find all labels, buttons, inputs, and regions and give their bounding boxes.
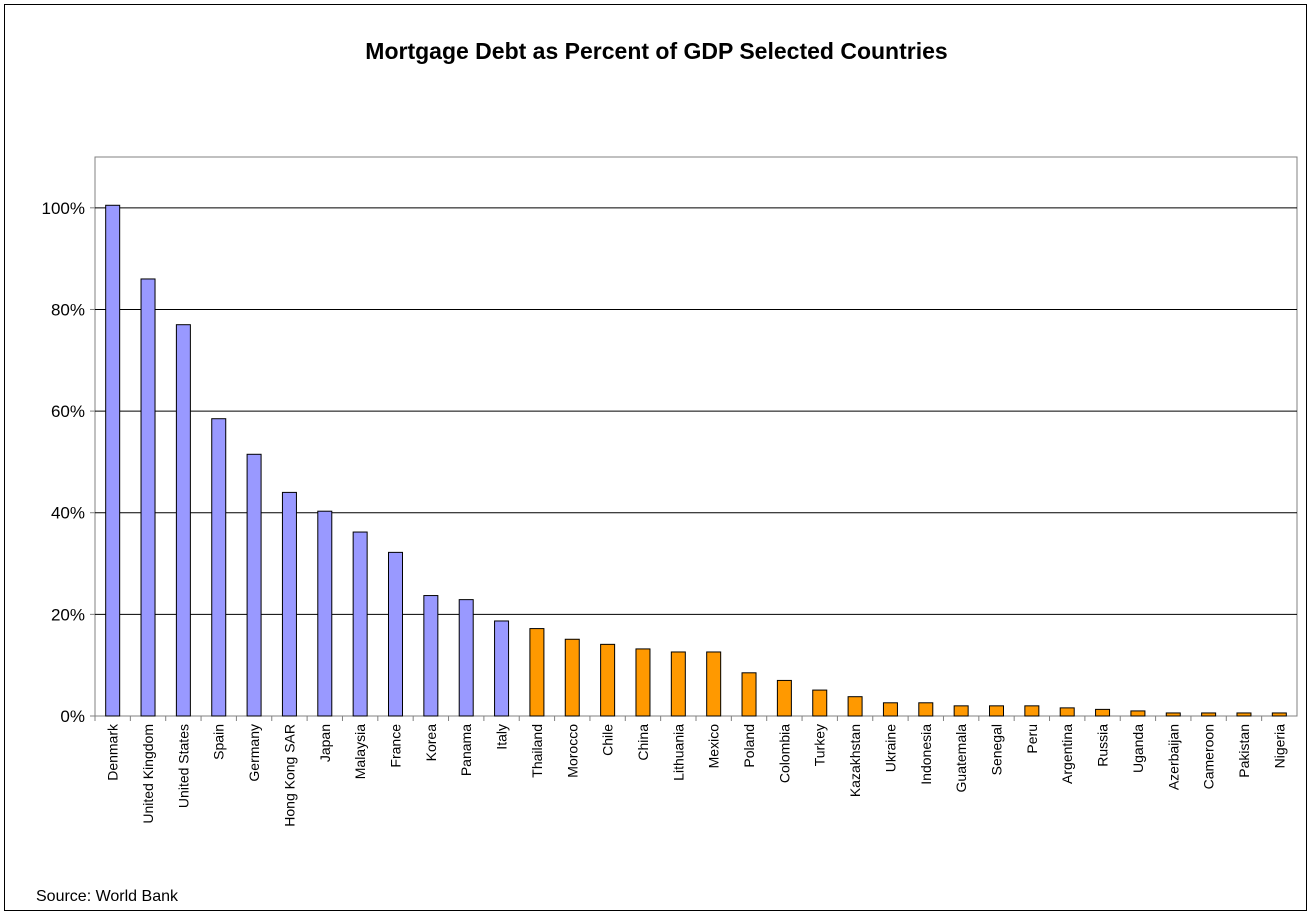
- category-label: Colombia: [776, 724, 792, 783]
- category-label: United States: [175, 724, 191, 808]
- category-label: Senegal: [989, 724, 1005, 775]
- category-label: Cameroon: [1201, 724, 1217, 789]
- category-label: Malaysia: [352, 724, 368, 779]
- category-label: Argentina: [1059, 724, 1075, 784]
- bar-germany: [246, 453, 262, 717]
- category-label: Italy: [494, 724, 510, 750]
- bar-nigeria: [1271, 712, 1287, 717]
- y-tick-label: 80%: [51, 300, 85, 319]
- category-label: Turkey: [812, 724, 828, 766]
- bar-uganda: [1130, 710, 1146, 717]
- bar-hong-kong-sar: [281, 491, 297, 717]
- bar-peru: [1024, 705, 1040, 717]
- bar-france: [388, 551, 403, 717]
- category-label: Azerbaijan: [1165, 724, 1181, 790]
- y-tick-label: 40%: [51, 504, 85, 523]
- category-label: Mexico: [706, 724, 722, 769]
- category-label: Spain: [211, 724, 227, 760]
- category-label: Pakistan: [1236, 724, 1252, 778]
- y-tick-label: 0%: [60, 707, 85, 726]
- y-axis-ticks: 0% 20% 40% 60% 80% 100%: [42, 199, 85, 726]
- bar-china: [635, 648, 651, 717]
- category-label: Poland: [741, 724, 757, 768]
- y-tick-label: 20%: [51, 605, 85, 624]
- category-label: Peru: [1024, 724, 1040, 754]
- category-label: China: [635, 724, 651, 761]
- bar-thailand: [529, 628, 545, 717]
- bar-chile: [600, 643, 616, 717]
- bar-japan: [317, 510, 333, 717]
- bar-poland: [741, 672, 757, 717]
- bar-colombia: [776, 679, 792, 717]
- bar-indonesia: [918, 702, 934, 717]
- bar-united-kingdom: [140, 278, 156, 717]
- bar-malaysia: [352, 531, 368, 717]
- bars: [105, 204, 1287, 717]
- bar-lithuania: [670, 651, 686, 717]
- category-label: France: [388, 724, 404, 768]
- category-label: Nigeria: [1271, 724, 1287, 769]
- bar-italy: [494, 620, 510, 717]
- y-tick-label: 100%: [42, 199, 85, 218]
- x-axis-categories: Denmark United Kingdom United States Spain G…: [105, 723, 1288, 827]
- category-label: Ukraine: [882, 724, 898, 772]
- bar-ukraine: [882, 702, 898, 717]
- bar-spain: [211, 418, 227, 717]
- bar-denmark: [105, 204, 121, 717]
- category-label: Indonesia: [918, 724, 934, 785]
- bar-guatemala: [953, 705, 969, 717]
- bar-senegal: [989, 705, 1004, 717]
- category-label: United Kingdom: [140, 724, 156, 824]
- category-label: Panama: [458, 724, 474, 776]
- chart-title: Mortgage Debt as Percent of GDP Selected…: [365, 38, 948, 64]
- bar-mexico: [706, 651, 722, 717]
- y-tick-label: 60%: [51, 402, 85, 421]
- category-label: Russia: [1095, 724, 1111, 767]
- category-label: Korea: [423, 724, 439, 762]
- bar-russia: [1095, 708, 1111, 717]
- source-note: Source: World Bank: [36, 888, 178, 905]
- category-label: Denmark: [105, 723, 121, 781]
- category-label: Lithuania: [670, 724, 686, 781]
- category-label: Thailand: [529, 724, 545, 778]
- category-label: Germany: [246, 724, 262, 782]
- bar-azerbaijan: [1165, 712, 1181, 717]
- category-label: Uganda: [1130, 724, 1146, 773]
- category-label: Japan: [317, 724, 333, 762]
- category-label: Kazakhstan: [847, 724, 863, 797]
- category-label: Guatemala: [953, 724, 969, 793]
- bar-morocco: [564, 638, 580, 717]
- category-label: Hong Kong SAR: [281, 724, 297, 827]
- bar-argentina: [1059, 707, 1075, 717]
- bar-pakistan: [1236, 712, 1252, 717]
- plot-area: [94, 156, 1298, 717]
- category-label: Chile: [600, 724, 616, 756]
- bar-panama: [458, 599, 474, 717]
- bar-korea: [423, 595, 439, 717]
- bar-turkey: [812, 689, 828, 717]
- bar-cameroon: [1201, 712, 1217, 717]
- category-label: Morocco: [564, 724, 580, 778]
- bar-kazakhstan: [847, 696, 863, 717]
- bar-united-states: [175, 324, 191, 717]
